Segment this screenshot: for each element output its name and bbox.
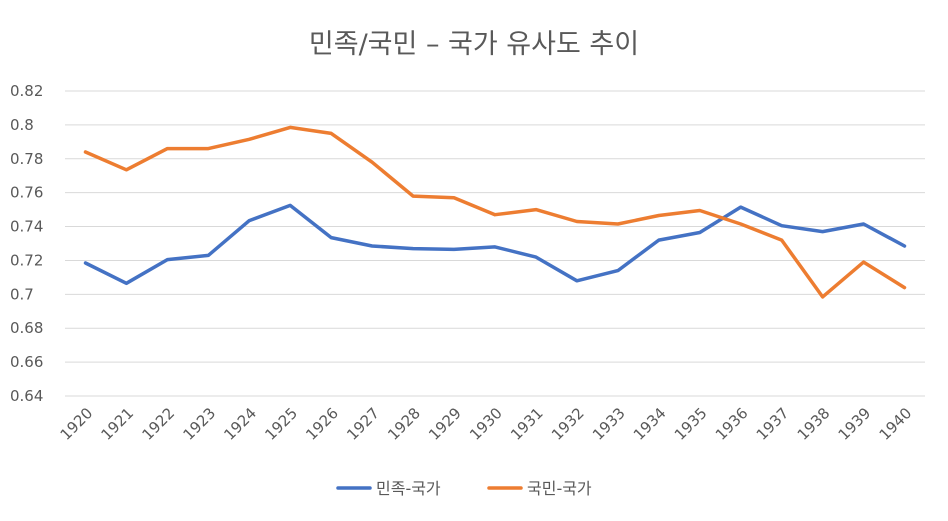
y-axis-ticks: 0.64 0.66 0.68 0.7 0.72 0.74 0.76 0.78 0.8 0.82 [10,82,43,405]
y-tick-label: 0.78 [10,150,43,168]
y-tick-label: 0.66 [10,353,43,371]
series-line-1 [83,125,907,299]
x-tick-label: 1932 [548,404,588,444]
legend-label-0: 민족-국가 [376,479,441,498]
y-tick-label: 0.72 [10,251,43,269]
y-tick-label: 0.76 [10,184,43,202]
x-tick-label: 1926 [302,404,342,444]
x-tick-label: 1938 [794,404,834,444]
gridlines [65,90,925,397]
y-tick-label: 0.7 [10,285,34,303]
x-tick-label: 1930 [466,404,506,444]
x-tick-label: 1929 [425,404,465,444]
x-tick-label: 1925 [261,404,301,444]
x-tick-label: 1935 [671,404,711,444]
x-tick-label: 1939 [835,404,875,444]
x-tick-label: 1927 [343,404,383,444]
x-tick-label: 1933 [589,404,629,444]
y-tick-label: 0.64 [10,387,43,405]
series-line-0 [83,203,907,286]
chart-title: 민족/국민 – 국가 유사도 추이 [308,29,640,60]
x-tick-label: 1921 [98,404,138,444]
x-tick-label: 1936 [712,404,752,444]
series-lines [83,125,907,299]
x-axis-ticks: 1920 1921 1922 1923 1924 1925 1926 1927 1928 1929… [57,404,916,444]
legend: 민족-국가 국민-국가 [336,479,592,498]
y-tick-label: 0.8 [10,116,34,134]
x-tick-label: 1928 [384,404,424,444]
y-tick-label: 0.82 [10,82,43,100]
y-tick-label: 0.68 [10,319,43,337]
x-tick-label: 1931 [507,404,547,444]
x-tick-label: 1923 [179,404,219,444]
x-tick-label: 1920 [57,404,97,444]
x-tick-label: 1937 [753,404,793,444]
x-tick-label: 1922 [138,404,178,444]
legend-label-1: 국민-국가 [527,479,592,498]
x-tick-label: 1940 [876,404,916,444]
y-tick-label: 0.74 [10,218,43,236]
x-tick-label: 1934 [630,404,670,444]
x-tick-label: 1924 [220,404,260,444]
